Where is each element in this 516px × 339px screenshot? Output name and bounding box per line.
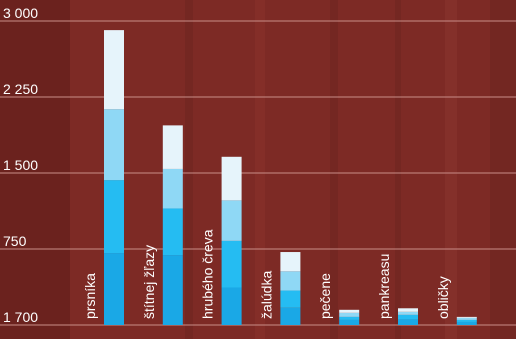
bar-segment	[104, 30, 124, 110]
bar-segment	[280, 290, 301, 308]
bar-segment	[104, 253, 124, 325]
background-stripe	[395, 0, 401, 339]
bar-segment	[398, 308, 418, 312]
y-tick-label: 3 000	[3, 5, 38, 21]
bar-segment	[162, 168, 183, 209]
category-label: prsníka	[82, 273, 98, 319]
bar-segment	[456, 321, 477, 325]
gridlines	[0, 20, 516, 326]
bar-segment	[280, 252, 301, 272]
category-label: žalúdka	[258, 271, 274, 319]
bar-segment	[280, 307, 301, 325]
category-label: obličky	[435, 276, 451, 319]
y-tick-label: 750	[3, 233, 27, 249]
background-stripe	[0, 0, 70, 339]
background-shade	[0, 0, 70, 339]
bar-segment	[456, 319, 477, 322]
bar-segment	[339, 316, 360, 320]
background-stripe	[330, 0, 338, 339]
bar-segment	[221, 200, 242, 241]
bar-segment	[221, 240, 242, 288]
bar-segment	[162, 125, 183, 169]
bar-segment	[398, 319, 418, 325]
bar-segment	[339, 309, 360, 313]
category-label: hrubého čreva	[200, 229, 216, 319]
y-axis-ticks: 1 700 750 1 500 2 250 3 000	[3, 5, 38, 325]
bar-segment	[398, 314, 418, 320]
category-label: pankreasu	[376, 254, 392, 319]
bar-segment	[104, 109, 124, 181]
bar-segment	[162, 255, 183, 325]
bar-segment	[280, 271, 301, 291]
background-stripe	[445, 0, 457, 339]
category-label: pečene	[317, 273, 333, 319]
bars	[104, 30, 477, 325]
bar-segment	[104, 180, 124, 254]
background-stripe	[490, 0, 516, 339]
bar-segment	[162, 208, 183, 256]
bar-segment	[221, 287, 242, 325]
category-label: štítnej žľazy	[141, 245, 157, 319]
bar-segment	[398, 311, 418, 315]
bar-segment	[456, 317, 477, 320]
y-tick-label: 1 700	[3, 309, 38, 325]
y-tick-label: 1 500	[3, 157, 38, 173]
bar-segment	[456, 316, 477, 318]
background-stripe	[255, 0, 265, 339]
y-tick-label: 2 250	[3, 81, 38, 97]
background-stripe	[185, 0, 193, 339]
category-labels: prsníka štítnej žľazy hrubého čreva žalúdka…	[82, 229, 451, 319]
bar-segment	[221, 156, 242, 201]
bar-segment	[339, 312, 360, 317]
bar-segment	[339, 319, 360, 325]
